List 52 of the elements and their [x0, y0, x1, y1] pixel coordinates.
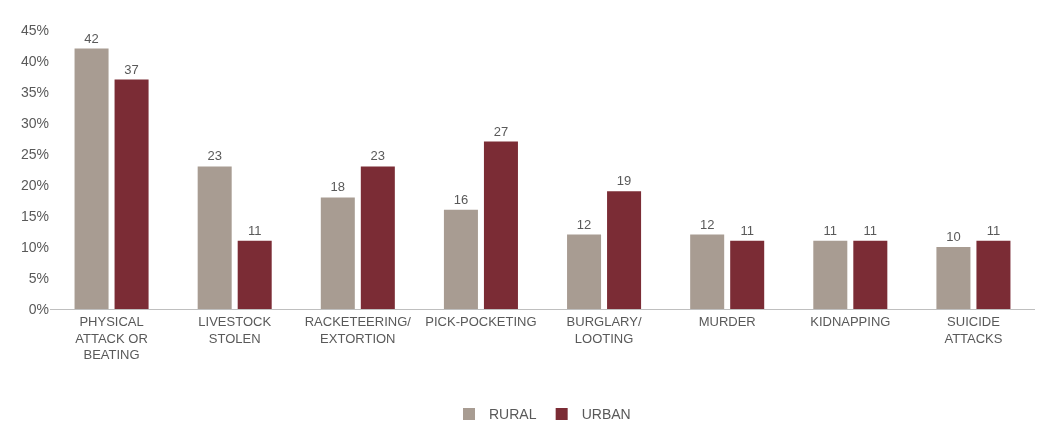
bar	[813, 240, 848, 309]
bar	[936, 247, 971, 309]
data-label: 16	[453, 191, 469, 207]
bar	[197, 166, 232, 309]
y-tick-label: 30%	[20, 114, 49, 131]
y-tick-label: 0%	[28, 300, 49, 317]
data-label: 42	[84, 30, 99, 46]
y-tick-label: 10%	[20, 238, 49, 255]
bar	[320, 197, 355, 309]
data-label: 10	[946, 229, 961, 244]
y-tick-label: 20%	[20, 176, 49, 193]
x-tick-label: PHYSICAL ATTACK OR BEATING	[75, 313, 148, 363]
legend-label: RURAL	[489, 406, 537, 423]
bar	[976, 240, 1011, 309]
y-tick-label: 40%	[20, 52, 49, 69]
bar	[114, 79, 149, 309]
x-tick-label: LIVESTOCK STOLEN	[198, 313, 272, 346]
data-label: 11	[247, 222, 262, 238]
bar	[607, 191, 642, 309]
y-tick-label: 25%	[20, 145, 49, 162]
x-tick-label: BURGLARY/ LOOTING	[566, 313, 642, 346]
y-tick-label: 15%	[20, 207, 49, 224]
data-label: 23	[370, 148, 386, 164]
y-tick-label: 45%	[20, 21, 49, 38]
data-label: 19	[616, 173, 632, 189]
x-tick-label: PICK-POCKETING	[425, 313, 537, 329]
data-label: 11	[740, 222, 754, 238]
bar	[74, 48, 109, 309]
data-label: 27	[493, 123, 509, 139]
data-label: 12	[576, 216, 592, 232]
bar	[360, 166, 395, 309]
data-label: 12	[699, 216, 715, 232]
x-tick-label: KIDNAPPING	[810, 313, 891, 329]
x-tick-label: RACKETEERING/ EXTORTION	[304, 313, 412, 346]
bar	[237, 240, 272, 309]
legend-label: URBAN	[581, 406, 631, 423]
x-tick-label: SUICIDE ATTACKS	[944, 313, 1003, 346]
data-label: 11	[863, 222, 878, 238]
bar	[853, 240, 888, 309]
data-label: 11	[986, 222, 1001, 238]
bar	[690, 234, 725, 309]
data-label: 11	[823, 222, 838, 238]
data-label: 37	[124, 61, 139, 77]
y-tick-label: 35%	[20, 83, 49, 100]
y-tick-label: 5%	[28, 269, 49, 286]
bar	[483, 141, 518, 309]
bar	[443, 209, 478, 309]
data-label: 23	[207, 148, 222, 164]
x-tick-label: MURDER	[698, 313, 756, 329]
bar	[567, 234, 602, 309]
data-label: 18	[330, 179, 346, 195]
bar	[730, 240, 765, 309]
